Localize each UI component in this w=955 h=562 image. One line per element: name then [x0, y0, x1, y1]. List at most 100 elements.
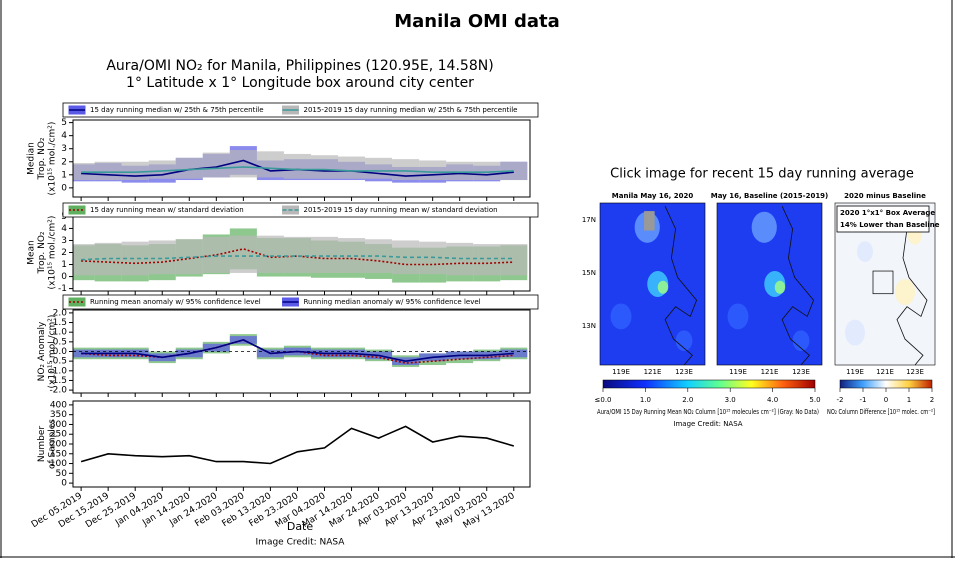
y-axis-label: (x10¹⁵ mol./cm²)	[48, 216, 58, 290]
legend-label: 15 day running mean w/ standard deviatio…	[90, 206, 244, 214]
map-title: May 16, Baseline (2015-2019)	[711, 192, 829, 200]
band	[365, 157, 393, 179]
band	[148, 240, 176, 275]
y-tick-label: 0	[61, 272, 67, 282]
colorbar-tick-label: 5.0	[809, 396, 820, 404]
figure-subtitle: 1° Latitude x 1° Longitude box around ci…	[126, 75, 474, 91]
map-feature	[751, 211, 777, 243]
y-axis-label: Trop. NO₂	[37, 137, 47, 180]
y-axis-label: (x10¹⁵ mol./cm²)	[48, 122, 58, 196]
band	[338, 156, 366, 179]
plot-content	[73, 146, 528, 183]
plot-area	[73, 401, 530, 487]
legend-box	[62, 294, 539, 310]
map-title: Manila May 16, 2020	[612, 192, 694, 200]
y-axis-label: Median	[27, 142, 37, 175]
lat-label: 15N	[582, 269, 596, 277]
y-tick-label: 1.0	[53, 328, 68, 338]
y-tick-label: 50	[56, 469, 68, 479]
y-tick-label: 300	[50, 420, 67, 430]
map-title: 2020 minus Baseline	[844, 192, 926, 200]
band	[473, 244, 501, 276]
colorbar-tick-label: 2.0	[682, 396, 693, 404]
map-image[interactable]: Manila May 16, 2020 119E 121E 123E May 16, B…	[582, 192, 940, 416]
y-tick-label: 200	[50, 440, 67, 450]
series-line	[80, 425, 515, 465]
band	[419, 160, 447, 181]
y-tick-label: 1.5	[53, 318, 67, 328]
y-tick-label: 0.5	[53, 337, 67, 347]
band	[310, 155, 339, 179]
plot-content	[73, 334, 530, 367]
map-feature	[792, 330, 810, 352]
y-tick-label: 1	[61, 170, 67, 180]
band	[500, 244, 528, 276]
y-tick-label: -1.0	[49, 366, 67, 376]
map-feature	[657, 280, 669, 294]
lon-label: 121E	[876, 368, 894, 376]
coastline	[781, 206, 815, 366]
legend-label: 2015-2019 15 day running mean w/ standar…	[304, 206, 498, 214]
lon-label: 121E	[644, 368, 662, 376]
inset-text: 14% Lower than Baseline	[840, 221, 940, 229]
box-marker	[872, 270, 894, 295]
map-feature	[610, 303, 632, 330]
colorbar	[602, 379, 816, 389]
map-feature	[845, 319, 865, 346]
lat-label: 17N	[582, 216, 596, 224]
legend-label: Running median anomaly w/ 95% confidence…	[304, 298, 481, 306]
series-line	[81, 255, 514, 261]
band	[121, 161, 149, 181]
y-axis-label: NO₂ Anomaly	[37, 321, 47, 381]
y-tick-label: 3	[61, 144, 67, 154]
lon-label: 123E	[792, 368, 810, 376]
y-axis-label: (x10¹⁵ mol./cm²)	[48, 315, 58, 389]
y-tick-label: 2.0	[53, 308, 68, 318]
band	[310, 236, 339, 273]
map-feature	[857, 241, 873, 262]
band	[283, 236, 311, 273]
y-axis-label: Number	[37, 426, 47, 462]
map-link[interactable]: Click image for recent 15 day running av…	[610, 167, 914, 182]
band	[392, 159, 420, 181]
map-feature	[774, 280, 786, 294]
colorbar-tick-label: 3.0	[725, 396, 736, 404]
band	[256, 235, 284, 273]
y-axis-label: of Samples	[48, 419, 58, 469]
map-feature	[675, 330, 693, 352]
legend-label: 15 day running median w/ 25th & 75th per…	[90, 106, 264, 114]
plot-border	[72, 119, 531, 198]
plot-content	[80, 425, 515, 465]
y-axis-label: Mean	[27, 240, 37, 265]
colorbar-tick-label: 1	[907, 396, 911, 404]
y-tick-label: 0	[61, 183, 67, 193]
y-tick-label: 0	[61, 479, 67, 489]
colorbar-label: Aura/OMI 15 Day Running Mean NO₂ Column …	[597, 408, 819, 416]
colorbar-label: NO₂ Column Difference [10¹⁵ molec. cm⁻²]	[827, 408, 935, 416]
colorbar-tick-label: 2	[930, 396, 934, 404]
y-tick-label: 2	[61, 248, 67, 258]
band	[446, 161, 474, 181]
map-caption[interactable]: Click image for recent 15 day running av…	[610, 167, 914, 182]
coastline	[896, 206, 928, 366]
legend-label: Running mean anomaly w/ 95% confidence l…	[90, 298, 261, 306]
lon-label: 119E	[846, 368, 864, 376]
y-tick-label: 4	[61, 131, 67, 141]
y-axis-label: Trop. NO₂	[37, 231, 47, 274]
y-tick-label: 4	[61, 224, 67, 234]
series-line	[81, 248, 514, 266]
colorbar-tick-label: 1.0	[640, 396, 651, 404]
y-tick-label: 350	[50, 410, 67, 420]
legend-box	[62, 202, 539, 218]
x-axis-label: Date	[287, 520, 314, 533]
colorbar-tick-label: -1	[860, 396, 867, 404]
map-feature	[895, 279, 915, 306]
page-title: Manila OMI data	[394, 11, 560, 32]
band	[473, 161, 501, 181]
y-tick-label: -1	[58, 284, 67, 294]
colorbar-tick-label: 4.0	[767, 396, 778, 404]
y-tick-label: 250	[50, 430, 67, 440]
colorbar-tick-label: -2	[837, 396, 844, 404]
y-tick-label: -1.5	[49, 376, 67, 386]
lon-label: 121E	[761, 368, 779, 376]
